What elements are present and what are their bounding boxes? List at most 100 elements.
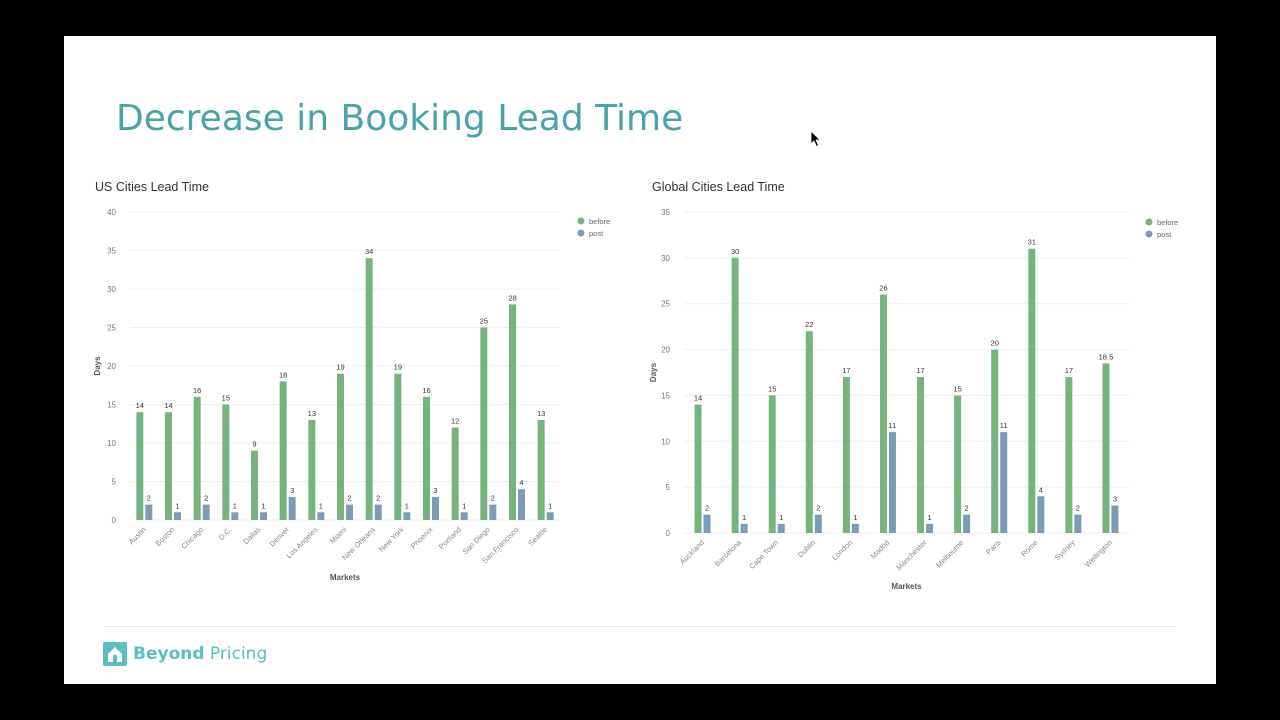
svg-text:13: 13 [308,409,316,418]
svg-text:1: 1 [405,501,409,510]
bar-before [193,396,201,520]
svg-text:4: 4 [1039,485,1043,494]
svg-text:2: 2 [705,504,709,513]
svg-text:1: 1 [319,501,323,510]
svg-text:Days: Days [93,356,102,376]
bar-post [926,523,934,533]
bar-before [365,258,373,520]
bar-before [1028,248,1036,533]
bar-before [879,294,887,533]
bar-post [1074,514,1082,533]
svg-text:13: 13 [537,409,545,418]
bar-before [394,373,402,520]
bar-post [346,504,353,520]
bar-post [460,512,468,520]
chart-svg: 05101520253035Days142Auckland301Barcelon… [649,208,1178,591]
bar-before [805,331,813,533]
svg-text:Days: Days [649,362,658,382]
bar-post [260,512,267,520]
svg-text:before: before [589,217,610,226]
svg-text:Cape Town: Cape Town [747,538,780,571]
svg-text:1: 1 [548,501,552,510]
bar-post [202,504,210,520]
svg-text:12: 12 [451,417,459,426]
svg-text:3: 3 [433,486,437,495]
bar-before [337,373,344,520]
bar-before [842,377,850,533]
svg-text:20: 20 [661,346,670,355]
svg-text:25: 25 [480,317,488,326]
svg-text:Markets: Markets [330,573,361,582]
bar-post [1111,505,1119,533]
svg-text:post: post [1157,230,1172,239]
bar-post [317,512,325,520]
brand-logo: Beyond Pricing [103,642,267,666]
svg-text:2: 2 [1076,504,1080,513]
svg-text:Melbourne: Melbourne [934,538,965,569]
svg-text:15: 15 [222,394,230,403]
bar-post [1037,496,1045,533]
house-icon [103,642,127,666]
svg-text:18.5: 18.5 [1099,352,1114,361]
svg-text:before: before [1157,218,1178,227]
bar-before [136,412,144,520]
svg-text:35: 35 [661,208,670,217]
bar-before [451,427,459,520]
svg-text:25: 25 [661,300,670,309]
svg-text:2: 2 [347,494,351,503]
bar-before [731,257,739,533]
bar-before [308,419,316,520]
bar-post [288,496,296,520]
svg-text:1: 1 [233,501,237,510]
svg-text:17: 17 [842,366,850,375]
bar-before [423,396,430,520]
svg-text:35: 35 [107,247,116,256]
svg-text:Barcelona: Barcelona [713,537,744,568]
bar-post [145,504,153,520]
svg-text:10: 10 [661,437,670,446]
chart-svg: 0510152025303540Days142Austin141Boston16… [93,208,610,582]
svg-text:Manchester: Manchester [894,538,928,572]
svg-text:3: 3 [290,486,294,495]
mouse-cursor-icon [810,130,822,153]
svg-text:Markets: Markets [891,582,922,591]
bar-post [777,523,785,533]
bar-before [537,419,545,520]
svg-text:40: 40 [107,208,116,217]
svg-text:Wellington: Wellington [1083,538,1114,569]
svg-text:31: 31 [1028,238,1036,247]
global-chart-title: Global Cities Lead Time [652,180,785,194]
svg-text:post: post [589,229,604,238]
svg-text:3: 3 [1113,494,1117,503]
svg-text:25: 25 [107,324,116,333]
bar-post [740,523,748,533]
svg-text:11: 11 [1000,421,1008,430]
bar-post [231,512,239,520]
svg-text:1: 1 [742,513,746,522]
bar-before [222,404,230,520]
bar-before [279,381,287,520]
svg-text:28: 28 [508,293,516,302]
us-chart-title: US Cities Lead Time [95,180,209,194]
svg-text:2: 2 [491,494,495,503]
svg-text:18: 18 [279,370,287,379]
svg-text:1: 1 [261,501,265,510]
svg-text:2: 2 [816,504,820,513]
bar-before [694,404,702,533]
svg-text:Sydney: Sydney [1053,538,1077,562]
svg-text:Rome: Rome [1019,538,1040,559]
svg-text:1: 1 [853,513,857,522]
svg-text:0: 0 [112,516,117,525]
svg-text:17: 17 [1065,366,1073,375]
bar-before [917,377,925,533]
footer-divider [104,626,1176,627]
svg-text:2: 2 [376,494,380,503]
svg-text:30: 30 [661,254,670,263]
svg-text:1: 1 [462,501,466,510]
svg-text:1: 1 [779,513,783,522]
svg-text:15: 15 [768,384,776,393]
bar-before [768,395,776,533]
svg-text:Auckland: Auckland [678,538,706,566]
slide: Decrease in Booking Lead Time US Cities … [64,36,1216,684]
bar-post [888,432,896,533]
